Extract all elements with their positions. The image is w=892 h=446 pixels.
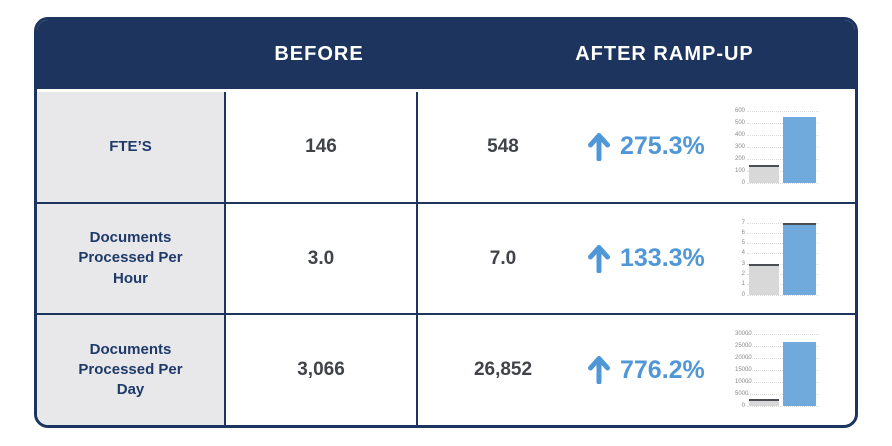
row-label: FTE’S xyxy=(109,137,152,155)
up-arrow-icon xyxy=(588,356,610,385)
header-after: AFTER RAMP-UP xyxy=(575,43,754,65)
up-arrow-icon xyxy=(588,132,610,161)
before-value-cell: 3,066 xyxy=(226,315,418,425)
comparison-table: BEFORE AFTER RAMP-UP FTE’S 146 548 275.3… xyxy=(34,17,858,428)
before-value: 146 xyxy=(305,135,337,157)
after-value: 26,852 xyxy=(473,359,533,381)
after-value: 548 xyxy=(487,135,519,157)
mini-bar-chart: 30000 25000 20000 15000 10000 5000 0 xyxy=(735,330,819,410)
delta-group: 133.3% xyxy=(588,244,705,273)
up-arrow-icon xyxy=(588,244,610,273)
table-row: Documents Processed Per Day 3,066 26,852… xyxy=(37,315,855,425)
delta-group: 776.2% xyxy=(588,356,705,385)
after-value: 7.0 xyxy=(489,247,517,269)
delta-group: 275.3% xyxy=(588,132,705,161)
table-row: FTE’S 146 548 275.3% 600 500 400 300 200 100 0 xyxy=(37,92,855,204)
delta-percent: 776.2% xyxy=(620,355,705,384)
row-label-cell: Documents Processed Per Hour xyxy=(37,203,226,314)
mini-bar-chart: 600 500 400 300 200 100 0 xyxy=(735,107,819,187)
row-label-cell: FTE’S xyxy=(37,92,226,202)
row-label: Documents Processed Per Hour xyxy=(78,229,183,287)
before-value: 3,066 xyxy=(297,359,345,381)
header-before: BEFORE xyxy=(274,43,364,65)
table-header: BEFORE AFTER RAMP-UP xyxy=(37,20,855,92)
before-value-cell: 3.0 xyxy=(226,203,418,314)
delta-percent: 133.3% xyxy=(620,244,705,272)
delta-percent: 275.3% xyxy=(620,132,705,161)
after-cell: 26,852 776.2% 30000 25000 20000 15000 10000 5… xyxy=(418,315,855,425)
row-label-cell: Documents Processed Per Day xyxy=(37,315,226,425)
before-value-cell: 146 xyxy=(226,92,418,202)
before-value: 3.0 xyxy=(307,247,335,269)
table-row: Documents Processed Per Hour 3.0 7.0 133… xyxy=(37,203,855,316)
row-label: Documents Processed Per Day xyxy=(78,340,183,399)
after-cell: 548 275.3% 600 500 400 300 200 100 0 xyxy=(418,92,855,202)
table-body: FTE’S 146 548 275.3% 600 500 400 300 200 100 0… xyxy=(37,92,855,425)
